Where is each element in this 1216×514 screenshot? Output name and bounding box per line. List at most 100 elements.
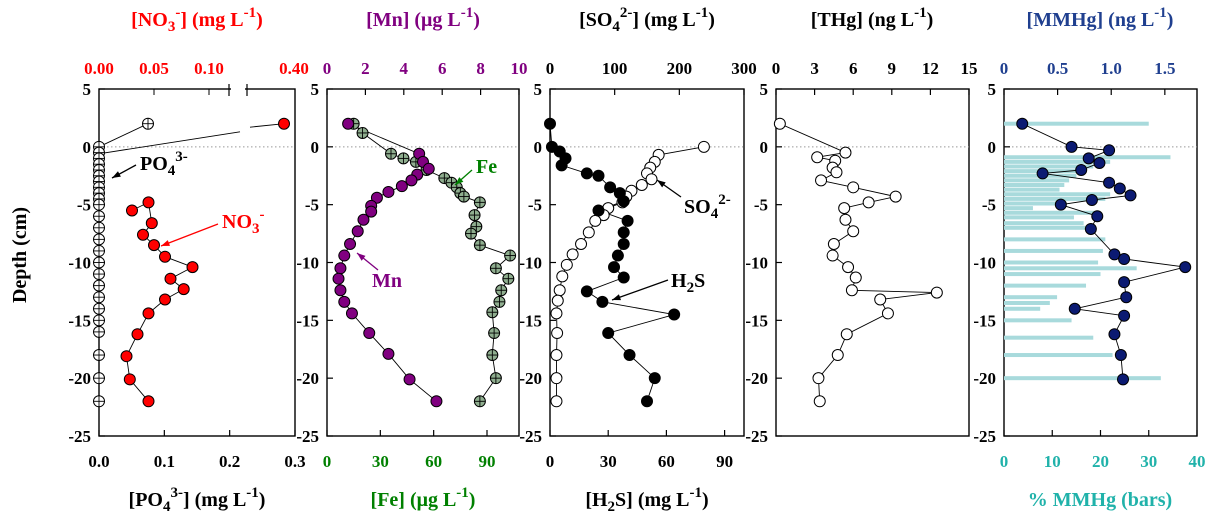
bottom-tick-label: 0.1 [154, 452, 175, 471]
y-tick-label: -25 [519, 427, 542, 446]
y-tick-label: -15 [296, 311, 319, 330]
bottom-tick-label: 10 [1044, 452, 1061, 471]
h2s-point [592, 204, 605, 217]
pct-mmhg-bar [1004, 300, 1050, 305]
po4-annotation-part: 4 [168, 163, 176, 179]
no3-point [148, 239, 160, 252]
bottom-axis-label-part: -1 [690, 485, 703, 501]
top-axis-label-part: -1 [244, 5, 257, 21]
mn-point [370, 191, 383, 204]
no3-annotation-part: 3 [252, 221, 260, 237]
y-tick-label: -15 [68, 311, 91, 330]
top-tick-label: 6 [438, 59, 447, 78]
mmhg-point [1084, 222, 1097, 235]
mn-point [382, 185, 395, 198]
thg-point [840, 328, 853, 341]
so4-annotation: SO42- [684, 192, 731, 222]
y-tick-label: 0 [311, 138, 320, 157]
pct-mmhg-bar [1004, 260, 1099, 265]
so4-point [566, 248, 579, 261]
mn-annotation: Mn [372, 270, 402, 292]
thg-point [773, 117, 786, 130]
h2s-point [617, 195, 630, 208]
bottom-tick-label: 0.3 [284, 452, 305, 471]
h2s-point [544, 117, 556, 130]
pct-mmhg-bar [1004, 376, 1161, 381]
top-tick-label: 100 [602, 59, 628, 78]
mn-point [338, 295, 351, 308]
mn-point [405, 174, 418, 187]
pct-mmhg-bar [1004, 164, 1094, 169]
so4-point [560, 258, 573, 271]
h2s-point [617, 237, 630, 250]
thg-point [845, 284, 858, 297]
mmhg-point [1120, 291, 1133, 304]
top-axis-label-part: - [175, 5, 180, 21]
bottom-axis-label-part: [PO [129, 489, 163, 511]
top-axis-label: [MMHg] (ng L-1) [1027, 5, 1174, 31]
thg-point [847, 225, 860, 238]
y-tick-label: -20 [296, 369, 319, 388]
top-axis-label-part: -1 [914, 5, 927, 21]
bottom-axis-label-part: ) [259, 489, 266, 511]
bottom-tick-label: 0.2 [219, 452, 240, 471]
top-axis-label: [NO3-] (mg L-1) [131, 5, 263, 35]
h2s-annotation-part: H [671, 270, 687, 292]
top-tick-label: 0.00 [84, 59, 114, 78]
top-tick-label: 1.0 [1101, 59, 1122, 78]
no3-point [123, 373, 136, 386]
thg-line [779, 123, 937, 402]
pct-mmhg-bar [1004, 121, 1149, 126]
mn-point [363, 327, 376, 340]
mn-point [345, 307, 358, 320]
top-tick-label: 0 [546, 59, 555, 78]
h2s-point [604, 181, 617, 194]
thg-point [831, 349, 844, 362]
pct-mmhg-bar [1004, 266, 1137, 271]
thg-point [826, 249, 839, 262]
no3-annotation-part: NO [222, 211, 252, 233]
no3-annotation-part: - [260, 207, 265, 223]
mn-annotation-part: Mn [372, 270, 402, 292]
h2s-point [617, 226, 630, 239]
bottom-axis-label-part: ) [469, 489, 476, 511]
pct-mmhg-bar [1004, 335, 1094, 340]
bottom-tick-label: 40 [1189, 452, 1206, 471]
mmhg-point [1054, 198, 1067, 211]
top-tick-label: 0.05 [139, 59, 169, 78]
bottom-axis-label-part: 4 [163, 499, 171, 514]
bottom-tick-label: 60 [658, 452, 675, 471]
thg-point [838, 202, 851, 215]
top-tick-label: 2 [361, 59, 370, 78]
po4-annotation: PO43- [140, 149, 188, 179]
pct-mmhg-bar [1004, 221, 1084, 226]
so4-point [550, 372, 563, 385]
top-axis-label-part: ) [473, 9, 480, 31]
so4-point [635, 179, 648, 192]
pct-mmhg-bar [1004, 237, 1106, 242]
thg-point [815, 174, 828, 187]
bottom-tick-label: 60 [425, 452, 442, 471]
mn-point [334, 284, 347, 297]
y-tick-label: 0 [988, 138, 997, 157]
bottom-axis-label-part: [H [585, 489, 608, 511]
h2s-annotation-part: 2 [687, 280, 695, 296]
mmhg-point [1065, 140, 1078, 153]
bottom-tick-label: 0 [323, 452, 332, 471]
y-tick-label: -10 [296, 254, 319, 273]
axis-break-gap [231, 85, 245, 94]
pct-mmhg-bar [1004, 187, 1060, 192]
bottom-axis-label: [Fe] (μg L-1) [371, 485, 476, 511]
bottom-axis-label-part: -1 [456, 485, 469, 501]
h2s-point [621, 214, 634, 227]
panel-thg: 50-5-10-15-20-250 3 6 9 12 15[THg] (ng L-1) [745, 5, 977, 446]
h2s-point [596, 295, 609, 308]
bottom-tick-label: 30 [600, 452, 617, 471]
so4-arrow-head [657, 180, 666, 188]
y-tick-label: 5 [988, 80, 997, 99]
top-axis-label-part: ) [708, 9, 715, 31]
bottom-tick-label: 90 [479, 452, 496, 471]
top-tick-label: 12 [922, 59, 939, 78]
